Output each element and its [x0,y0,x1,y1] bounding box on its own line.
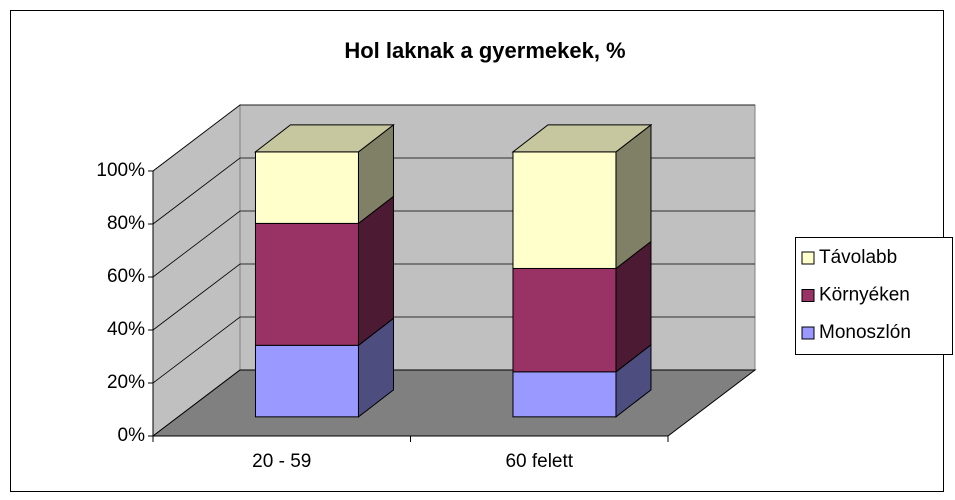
legend-swatch [801,251,815,265]
legend-label: Távolabb [819,247,897,268]
bar-front [512,267,617,373]
legend-swatch [801,326,815,340]
legend-label: Monoszlón [819,322,911,343]
bar-front [512,371,617,418]
bar-top [254,124,395,153]
bar-front [512,151,617,269]
chart-title: Hol laknak a gyermekek, % [344,38,625,63]
bar-front [254,222,359,346]
y-tick-label: 60% [107,266,145,287]
bar-top [511,124,653,153]
legend-swatch [801,289,815,302]
x-tick-label: 60 felett [505,451,573,472]
y-tick-label: 40% [107,319,145,340]
x-tick-label: 20 - 59 [252,451,311,472]
y-tick-label: 100% [96,160,145,181]
y-tick-label: 20% [107,372,145,393]
legend-box [795,237,953,355]
floor [151,369,757,437]
grid-line [152,104,755,172]
y-tick-label: 0% [118,425,146,446]
y-tick-label: 80% [107,213,145,234]
bar-front [254,151,359,224]
bar-front [254,344,359,418]
legend-label: Környéken [819,285,910,306]
